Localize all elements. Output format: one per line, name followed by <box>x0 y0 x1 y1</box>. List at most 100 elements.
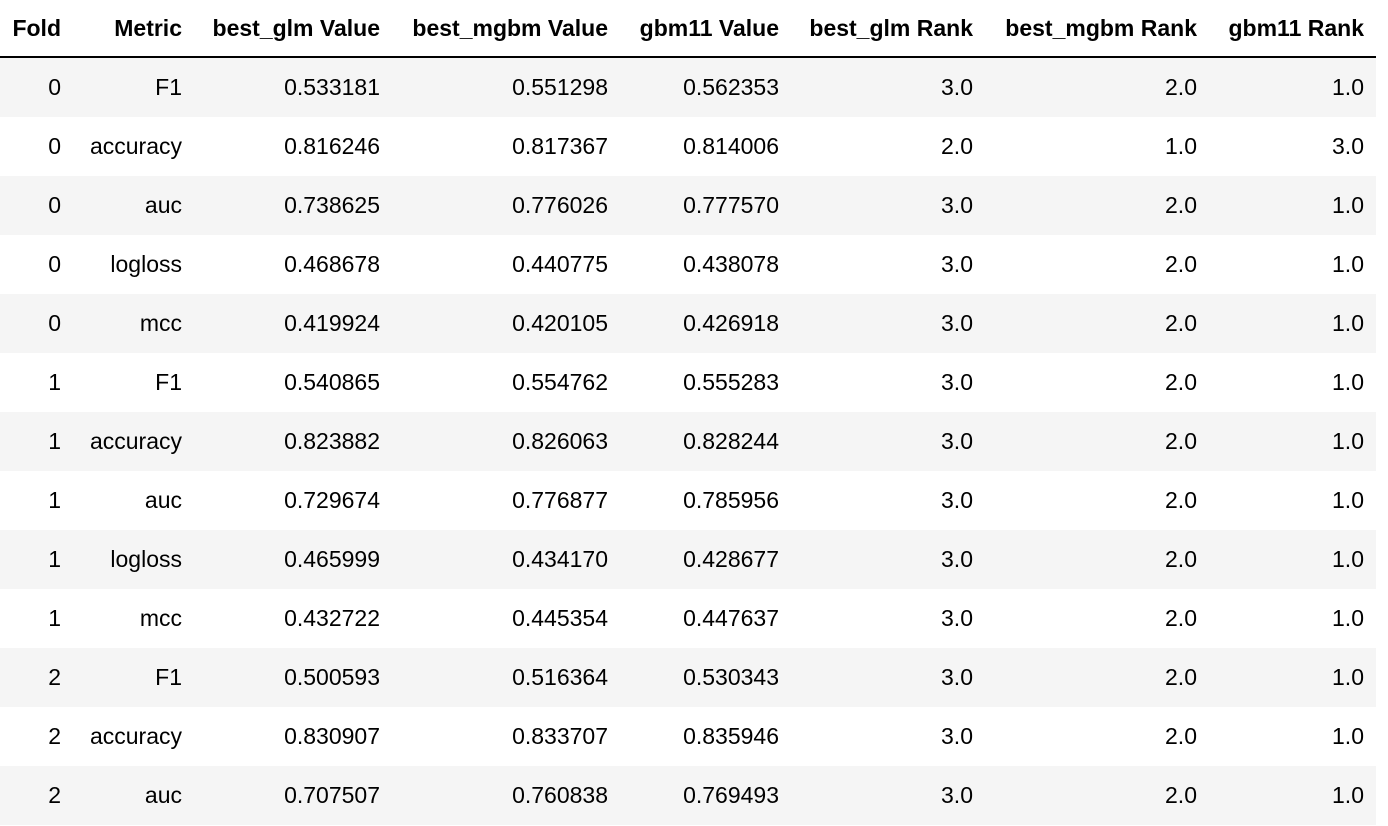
best-mgbm-value-cell: 0.434170 <box>392 530 620 589</box>
table-body: 0 F1 0.533181 0.551298 0.562353 3.0 2.0 1.0 0 acc… <box>0 57 1376 825</box>
metric-cell: mcc <box>73 294 194 353</box>
best-glm-value-cell: 0.432722 <box>194 589 392 648</box>
header-metric: Metric <box>73 0 194 58</box>
gbm11-rank-cell: 1.0 <box>1209 235 1376 294</box>
best-mgbm-rank-cell: 2.0 <box>985 589 1209 648</box>
best-mgbm-rank-cell: 2.0 <box>985 176 1209 235</box>
header-best-glm-value: best_glm Value <box>194 0 392 58</box>
best-glm-rank-cell: 3.0 <box>791 235 985 294</box>
fold-cell: 2 <box>0 648 73 707</box>
metric-cell: auc <box>73 176 194 235</box>
best-mgbm-value-cell: 0.551298 <box>392 57 620 117</box>
best-glm-rank-cell: 2.0 <box>791 117 985 176</box>
table-row: 0 mcc 0.419924 0.420105 0.426918 3.0 2.0 1.0 <box>0 294 1376 353</box>
fold-cell: 1 <box>0 471 73 530</box>
best-glm-rank-cell: 3.0 <box>791 57 985 117</box>
metric-cell: accuracy <box>73 707 194 766</box>
best-mgbm-value-cell: 0.817367 <box>392 117 620 176</box>
best-glm-rank-cell: 3.0 <box>791 294 985 353</box>
table-row: 0 F1 0.533181 0.551298 0.562353 3.0 2.0 1.0 <box>0 57 1376 117</box>
fold-cell: 1 <box>0 412 73 471</box>
gbm11-value-cell: 0.428677 <box>620 530 791 589</box>
gbm11-rank-cell: 1.0 <box>1209 589 1376 648</box>
gbm11-value-cell: 0.814006 <box>620 117 791 176</box>
best-glm-value-cell: 0.419924 <box>194 294 392 353</box>
best-glm-rank-cell: 3.0 <box>791 176 985 235</box>
gbm11-value-cell: 0.530343 <box>620 648 791 707</box>
gbm11-value-cell: 0.777570 <box>620 176 791 235</box>
best-glm-rank-cell: 3.0 <box>791 471 985 530</box>
best-mgbm-value-cell: 0.826063 <box>392 412 620 471</box>
metric-cell: logloss <box>73 530 194 589</box>
best-mgbm-value-cell: 0.776026 <box>392 176 620 235</box>
header-row: Fold Metric best_glm Value best_mgbm Val… <box>0 0 1376 58</box>
gbm11-value-cell: 0.785956 <box>620 471 791 530</box>
gbm11-rank-cell: 1.0 <box>1209 176 1376 235</box>
header-fold: Fold <box>0 0 73 58</box>
best-mgbm-value-cell: 0.554762 <box>392 353 620 412</box>
best-mgbm-value-cell: 0.760838 <box>392 766 620 825</box>
best-mgbm-value-cell: 0.420105 <box>392 294 620 353</box>
table-row: 1 accuracy 0.823882 0.826063 0.828244 3.0 2.0 1… <box>0 412 1376 471</box>
best-glm-rank-cell: 3.0 <box>791 707 985 766</box>
best-glm-value-cell: 0.823882 <box>194 412 392 471</box>
best-mgbm-value-cell: 0.445354 <box>392 589 620 648</box>
fold-cell: 1 <box>0 353 73 412</box>
fold-cell: 0 <box>0 57 73 117</box>
best-mgbm-rank-cell: 2.0 <box>985 235 1209 294</box>
best-glm-rank-cell: 3.0 <box>791 353 985 412</box>
gbm11-value-cell: 0.426918 <box>620 294 791 353</box>
best-glm-value-cell: 0.465999 <box>194 530 392 589</box>
metric-cell: F1 <box>73 353 194 412</box>
table-row: 0 logloss 0.468678 0.440775 0.438078 3.0 2.0 1.… <box>0 235 1376 294</box>
metric-cell: accuracy <box>73 412 194 471</box>
header-best-mgbm-rank: best_mgbm Rank <box>985 0 1209 58</box>
header-best-mgbm-value: best_mgbm Value <box>392 0 620 58</box>
table-row: 1 logloss 0.465999 0.434170 0.428677 3.0 2.0 1.… <box>0 530 1376 589</box>
fold-cell: 0 <box>0 235 73 294</box>
gbm11-value-cell: 0.562353 <box>620 57 791 117</box>
fold-cell: 0 <box>0 176 73 235</box>
best-glm-rank-cell: 3.0 <box>791 530 985 589</box>
best-mgbm-rank-cell: 1.0 <box>985 117 1209 176</box>
gbm11-rank-cell: 1.0 <box>1209 353 1376 412</box>
best-mgbm-rank-cell: 2.0 <box>985 766 1209 825</box>
best-glm-value-cell: 0.540865 <box>194 353 392 412</box>
gbm11-rank-cell: 1.0 <box>1209 412 1376 471</box>
gbm11-value-cell: 0.828244 <box>620 412 791 471</box>
gbm11-value-cell: 0.447637 <box>620 589 791 648</box>
best-glm-rank-cell: 3.0 <box>791 412 985 471</box>
best-mgbm-rank-cell: 2.0 <box>985 412 1209 471</box>
fold-cell: 2 <box>0 766 73 825</box>
best-mgbm-rank-cell: 2.0 <box>985 353 1209 412</box>
fold-cell: 2 <box>0 707 73 766</box>
table-row: 2 auc 0.707507 0.760838 0.769493 3.0 2.0 1.0 <box>0 766 1376 825</box>
metric-cell: auc <box>73 766 194 825</box>
best-mgbm-rank-cell: 2.0 <box>985 648 1209 707</box>
gbm11-rank-cell: 1.0 <box>1209 766 1376 825</box>
table-header: Fold Metric best_glm Value best_mgbm Val… <box>0 0 1376 58</box>
table-row: 2 F1 0.500593 0.516364 0.530343 3.0 2.0 1.0 <box>0 648 1376 707</box>
metric-cell: F1 <box>73 648 194 707</box>
header-best-glm-rank: best_glm Rank <box>791 0 985 58</box>
best-glm-value-cell: 0.816246 <box>194 117 392 176</box>
best-glm-value-cell: 0.738625 <box>194 176 392 235</box>
best-glm-rank-cell: 3.0 <box>791 766 985 825</box>
best-mgbm-value-cell: 0.833707 <box>392 707 620 766</box>
best-mgbm-value-cell: 0.440775 <box>392 235 620 294</box>
header-gbm11-rank: gbm11 Rank <box>1209 0 1376 58</box>
best-glm-value-cell: 0.707507 <box>194 766 392 825</box>
best-glm-value-cell: 0.533181 <box>194 57 392 117</box>
metric-cell: accuracy <box>73 117 194 176</box>
best-glm-value-cell: 0.500593 <box>194 648 392 707</box>
metric-cell: logloss <box>73 235 194 294</box>
best-mgbm-rank-cell: 2.0 <box>985 707 1209 766</box>
best-mgbm-rank-cell: 2.0 <box>985 57 1209 117</box>
gbm11-rank-cell: 1.0 <box>1209 294 1376 353</box>
fold-cell: 0 <box>0 294 73 353</box>
gbm11-rank-cell: 1.0 <box>1209 471 1376 530</box>
table-row: 0 auc 0.738625 0.776026 0.777570 3.0 2.0 1.0 <box>0 176 1376 235</box>
best-mgbm-rank-cell: 2.0 <box>985 530 1209 589</box>
gbm11-rank-cell: 3.0 <box>1209 117 1376 176</box>
